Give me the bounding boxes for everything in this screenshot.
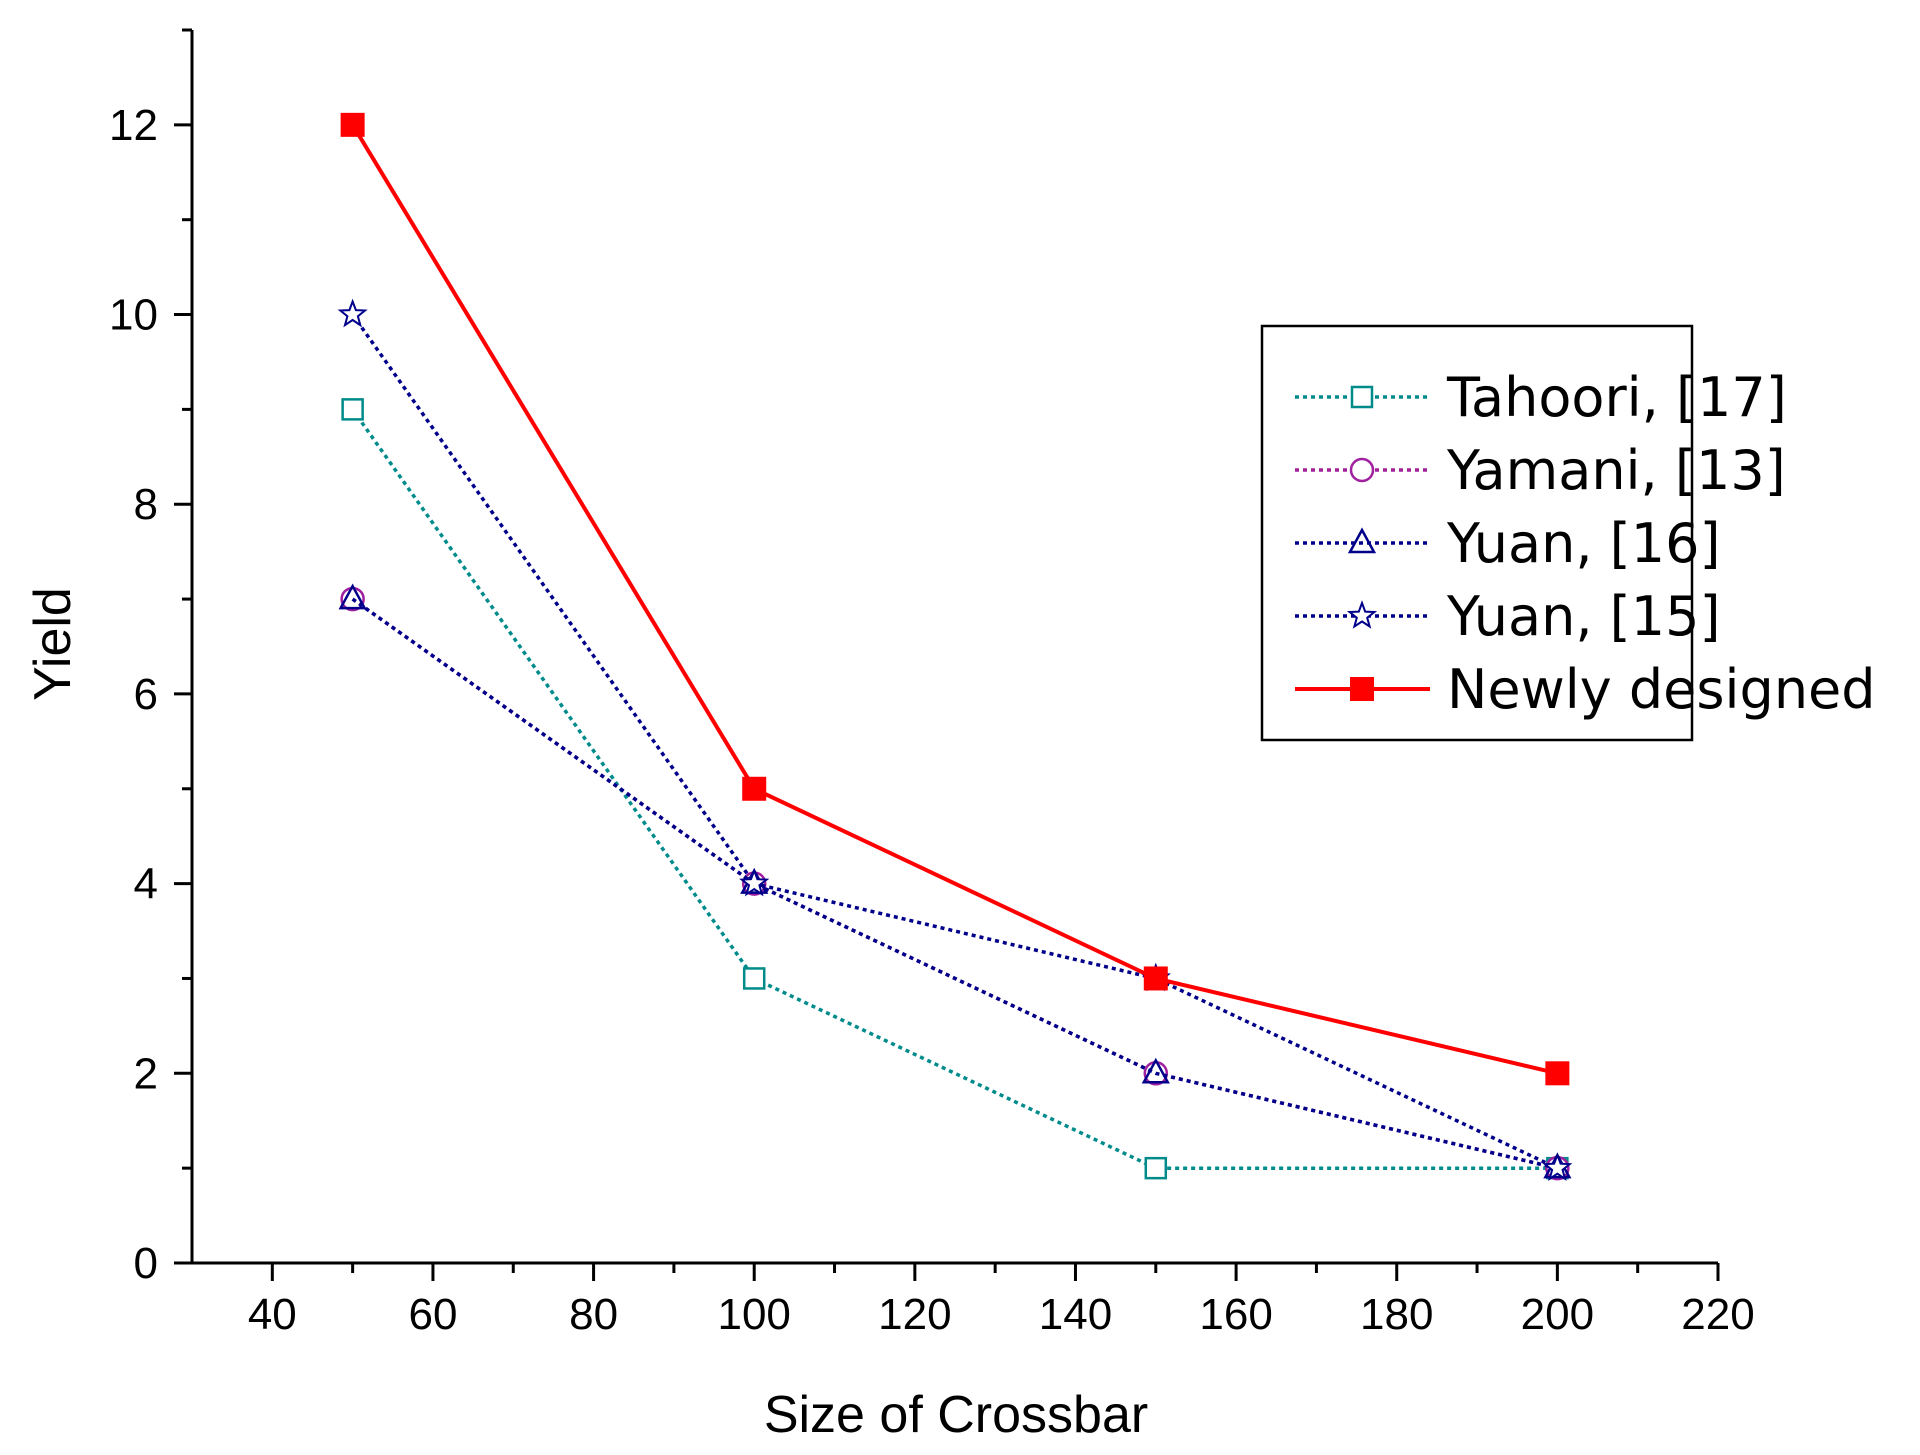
data-point [340,112,365,137]
x-tick-label: 140 [1039,1290,1112,1339]
legend-item: Tahoori, [17] [1295,366,1787,429]
y-axis-title: Yield [24,587,82,701]
axes: 40 60 80 100 120 140 160 180 200 220 0 2 4 6 8 10 12 [109,28,1755,1339]
data-point [341,398,364,421]
y-tick-label: 6 [134,670,158,719]
series-line [351,313,1559,1170]
x-tick-label: 60 [408,1290,457,1339]
data-point [1143,966,1168,991]
x-tick-label: 180 [1360,1290,1433,1339]
plot-series [337,112,1573,1181]
y-tick-label: 2 [134,1049,158,1098]
data-point [337,298,368,328]
y-tick-label: 0 [134,1239,158,1288]
legend: Tahoori, [17] Yamani, [13] Yuan, [16] Yuan,… [1260,324,1876,742]
series-line [350,123,1558,1076]
data-point [1545,1061,1570,1086]
data-point [1141,1057,1170,1084]
y-tick-label: 10 [109,291,158,340]
data-point [1542,1152,1573,1181]
legend-label: Yuan, [16] [1446,512,1721,575]
legend-item: Newly designed [1295,658,1876,721]
x-tick-label: 120 [878,1290,951,1339]
data-point [742,967,766,990]
x-axis-title: Size of Crossbar [764,1386,1148,1444]
legend-item: Yuan, [16] [1295,512,1721,575]
legend-marker [1346,600,1378,629]
x-tick-label: 100 [717,1290,790,1339]
legend-item: Yuan, [15] [1295,585,1721,648]
data-point [338,583,367,610]
legend-marker [1350,385,1374,409]
series-line [351,597,1558,1170]
legend-marker [1350,677,1374,701]
legend-label: Newly designed [1447,658,1876,721]
x-tick-label: 200 [1521,1290,1594,1339]
data-point [742,776,767,801]
data-point [739,867,770,897]
legend-label: Tahoori, [17] [1446,366,1787,429]
legend-marker [1347,527,1377,554]
y-tick-label: 4 [134,860,158,909]
legend-marker [1349,457,1375,483]
x-tick-label: 80 [569,1290,618,1339]
x-tick-label: 220 [1681,1290,1754,1339]
data-point [1144,1156,1168,1180]
x-tick-label: 40 [248,1290,297,1339]
legend-box [1260,324,1694,742]
x-tick-label: 160 [1199,1290,1272,1339]
legend-label: Yamani, [13] [1446,439,1786,502]
legend-item: Yamani, [13] [1295,439,1786,502]
y-tick-label: 8 [134,480,158,529]
y-tick-label: 12 [109,101,158,150]
legend-label: Yuan, [15] [1446,585,1721,648]
series-4 [340,112,1570,1086]
